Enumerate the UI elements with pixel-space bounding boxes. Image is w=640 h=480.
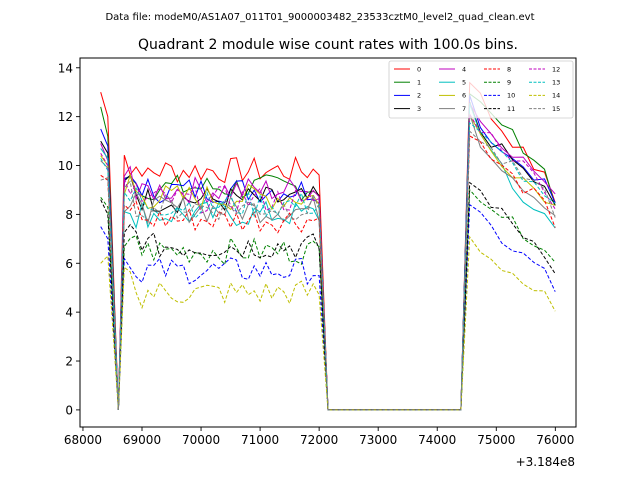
legend-box <box>388 60 574 119</box>
x-tick-label: 69000 <box>123 433 161 447</box>
legend-label-8: 8 <box>507 65 511 73</box>
legend-label-2: 2 <box>417 92 421 100</box>
y-tick-label: 10 <box>58 159 73 173</box>
legend-label-10: 10 <box>507 92 515 100</box>
x-tick-label: 72000 <box>300 433 338 447</box>
legend-label-13: 13 <box>552 79 560 87</box>
legend-label-15: 15 <box>552 105 560 113</box>
series-line-8 <box>100 135 556 411</box>
y-tick-label: 0 <box>65 403 73 417</box>
legend-label-12: 12 <box>552 65 560 73</box>
plot-area: 68000 69000 70000 71000 72000 73000 74000 75000… <box>58 57 577 447</box>
figure-suptitle: Data file: modeM0/AS1A07_011T01_90000034… <box>105 12 534 23</box>
legend-label-9: 9 <box>507 79 511 87</box>
y-tick-label: 4 <box>65 306 73 320</box>
x-tick-label: 75000 <box>477 433 515 447</box>
legend-label-14: 14 <box>552 92 560 100</box>
chart-title: Quadrant 2 module wise count rates with … <box>138 37 518 53</box>
x-tick-label: 74000 <box>418 433 456 447</box>
legend-label-11: 11 <box>507 105 515 113</box>
legend-label-6: 6 <box>462 92 466 100</box>
x-tick-label: 71000 <box>241 433 279 447</box>
series-line-10 <box>100 203 556 411</box>
legend-label-5: 5 <box>462 79 466 87</box>
x-offset-label: +3.184e8 <box>516 455 575 469</box>
legend-label-4: 4 <box>462 65 466 73</box>
y-tick-label: 2 <box>65 355 73 369</box>
y-tick-label: 14 <box>58 61 73 75</box>
series-line-9 <box>100 188 556 411</box>
x-tick-label: 68000 <box>64 433 102 447</box>
y-tick-label: 12 <box>58 110 73 124</box>
legend-label-7: 7 <box>462 105 466 113</box>
legend-label-1: 1 <box>417 79 421 87</box>
y-tick-label: 8 <box>65 208 73 222</box>
y-tick-label: 6 <box>65 257 73 271</box>
series-line-11 <box>100 181 556 411</box>
legend-label-0: 0 <box>417 65 421 73</box>
legend-label-3: 3 <box>417 105 421 113</box>
series-line-7 <box>100 113 556 411</box>
series-line-15 <box>100 130 556 411</box>
x-tick-label: 76000 <box>536 433 574 447</box>
axes-frame <box>79 57 577 428</box>
x-tick-label: 73000 <box>359 433 397 447</box>
x-tick-label: 70000 <box>182 433 220 447</box>
